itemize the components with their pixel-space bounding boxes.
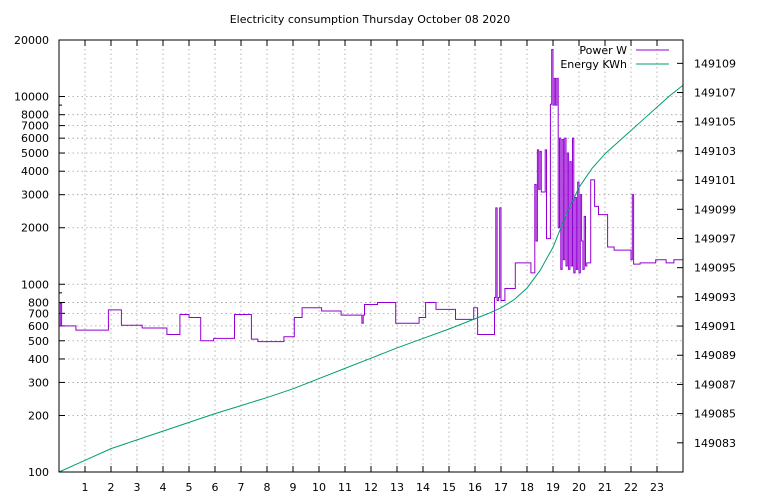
y-tick-label: 500: [28, 335, 49, 348]
y-tick-label: 600: [28, 320, 49, 333]
x-tick-label: 18: [520, 481, 534, 494]
x-tick-label: 1: [82, 481, 89, 494]
y-tick-label: 2000: [21, 222, 49, 235]
y2-tick-label: 149083: [694, 437, 736, 450]
y2-tick-label: 149099: [694, 203, 736, 216]
x-tick-label: 16: [468, 481, 482, 494]
x-tick-label: 5: [186, 481, 193, 494]
y-tick-label: 6000: [21, 132, 49, 145]
y-tick-label: 300: [28, 376, 49, 389]
x-tick-label: 21: [598, 481, 612, 494]
x-tick-label: 2: [108, 481, 115, 494]
x-tick-label: 15: [442, 481, 456, 494]
series-layer: [58, 49, 684, 473]
chart-title: Electricity consumption Thursday October…: [230, 13, 511, 26]
y-tick-label: 700: [28, 307, 49, 320]
y2-tick-label: 149085: [694, 408, 736, 421]
y2-tick-label: 149093: [694, 291, 736, 304]
x-tick-label: 12: [364, 481, 378, 494]
x-tick-label: 9: [290, 481, 297, 494]
y2-tick-label: 149103: [694, 145, 736, 158]
y2-tick-label: 149089: [694, 349, 736, 362]
legend: Power W Energy KWh: [560, 44, 669, 71]
y-tick-label: 20000: [14, 34, 49, 47]
series-line-power: [59, 49, 684, 343]
x-tick-label: 20: [572, 481, 586, 494]
y-tick-label: 200: [28, 409, 49, 422]
axis-ticks: 1 2 3 4 5 6 7 8 9 10 11 12 13 14 15 16 17 18 19 20 21 22 23100…: [14, 34, 736, 494]
y-tick-label: 400: [28, 353, 49, 366]
x-tick-label: 13: [390, 481, 404, 494]
x-tick-label: 6: [212, 481, 219, 494]
y-tick-label: 7000: [21, 120, 49, 133]
x-tick-label: 14: [416, 481, 430, 494]
y2-tick-label: 149101: [694, 174, 736, 187]
y-tick-label: 4000: [21, 165, 49, 178]
x-tick-label: 4: [160, 481, 167, 494]
x-tick-label: 3: [134, 481, 141, 494]
y-tick-label: 3000: [21, 189, 49, 202]
y2-tick-label: 149105: [694, 116, 736, 129]
y-tick-label: 800: [28, 296, 49, 309]
y-tick-label: 10000: [14, 91, 49, 104]
y2-tick-label: 149107: [694, 87, 736, 100]
x-tick-label: 8: [264, 481, 271, 494]
x-tick-label: 19: [546, 481, 560, 494]
x-tick-label: 17: [494, 481, 508, 494]
y-tick-label: 5000: [21, 147, 49, 160]
grid: [59, 39, 683, 473]
plot-frame: [58, 39, 684, 473]
x-tick-label: 22: [624, 481, 638, 494]
x-tick-label: 10: [312, 481, 326, 494]
y2-tick-label: 149091: [694, 320, 736, 333]
y2-tick-label: 149087: [694, 378, 736, 391]
x-tick-label: 7: [238, 481, 245, 494]
legend-label-energy: Energy KWh: [560, 58, 627, 71]
y-tick-label: 8000: [21, 109, 49, 122]
y-tick-label: 1000: [21, 278, 49, 291]
series-line-energy: [58, 84, 684, 473]
y2-tick-label: 149095: [694, 262, 736, 275]
y-tick-label: 100: [28, 466, 49, 479]
x-tick-label: 11: [338, 481, 352, 494]
legend-label-power: Power W: [579, 44, 627, 57]
y2-tick-label: 149109: [694, 57, 736, 70]
x-tick-label: 23: [650, 481, 664, 494]
y2-tick-label: 149097: [694, 232, 736, 245]
